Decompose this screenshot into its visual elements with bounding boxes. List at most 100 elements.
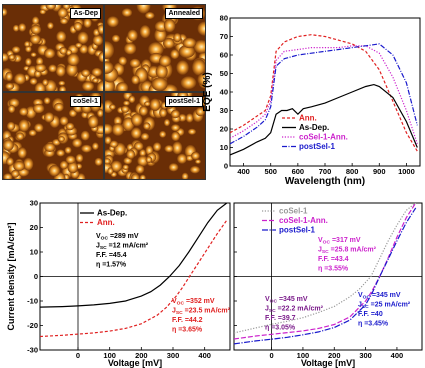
afm-grain xyxy=(65,122,75,131)
afm-grain xyxy=(195,107,205,117)
afm-grain xyxy=(178,44,195,58)
afm-grain xyxy=(181,172,189,179)
afm-grain xyxy=(67,53,80,67)
afm-grain xyxy=(170,49,180,60)
afm-grain xyxy=(126,149,135,160)
afm-grain xyxy=(72,138,83,148)
annotation-text: JSC =25 mA/cm² xyxy=(358,302,411,311)
afm-grain xyxy=(24,41,31,48)
afm-grain xyxy=(172,141,183,155)
y-tick-label: -20 xyxy=(27,321,38,330)
afm-tile-label: postSel-1 xyxy=(165,96,203,107)
x-tick-label: 200 xyxy=(135,351,148,360)
afm-grain xyxy=(197,21,205,36)
afm-grain xyxy=(44,142,56,152)
afm-grain xyxy=(110,160,123,172)
x-tick-label: 0 xyxy=(270,351,274,360)
afm-grain xyxy=(55,65,66,77)
afm-grain xyxy=(171,131,180,142)
series-line xyxy=(230,83,418,156)
afm-grain xyxy=(66,62,78,77)
afm-grain xyxy=(58,80,66,86)
series-line xyxy=(40,203,228,308)
afm-grain xyxy=(75,153,84,163)
afm-grain xyxy=(164,145,174,153)
afm-grain xyxy=(94,157,103,166)
x-tick-label: 500 xyxy=(264,167,277,176)
series-line xyxy=(230,34,418,152)
afm-grain xyxy=(56,31,67,43)
afm-grain xyxy=(163,37,175,49)
eqe-chart: 400 500 600 700 800 900 1000 0 10 20 30 40 50 60 70 80 W… xyxy=(202,14,421,187)
afm-grain xyxy=(57,7,68,19)
y-tick-label: 10 xyxy=(30,248,38,257)
afm-grain xyxy=(193,40,205,54)
afm-grain xyxy=(107,16,119,28)
afm-grain xyxy=(28,129,37,137)
afm-grain xyxy=(19,107,29,116)
afm-grain xyxy=(148,42,164,57)
afm-grain xyxy=(105,99,114,114)
y-tick-label: 0 xyxy=(224,162,228,171)
y-tick-label: 50 xyxy=(220,69,228,78)
annotation-text: VOC =352 mV xyxy=(172,298,215,307)
y-tick-label: -10 xyxy=(27,297,38,306)
afm-tile-label: Annealed xyxy=(165,8,203,19)
afm-grain xyxy=(105,61,114,74)
y-tick-label: 20 xyxy=(30,223,38,232)
x-axis-label: Voltage [mV] xyxy=(108,358,162,368)
annotation-text: JSC =23.5 mA/cm² xyxy=(172,308,231,317)
afm-grain xyxy=(48,165,61,177)
afm-grain xyxy=(173,33,182,43)
afm-grain xyxy=(185,113,194,123)
y-axis-label: Current density [mA/cm²] xyxy=(6,222,16,330)
afm-grain xyxy=(65,155,76,164)
afm-grain xyxy=(137,155,149,167)
legend-entry: coSel-1 xyxy=(279,207,308,216)
series-line xyxy=(230,43,418,145)
afm-tile: coSel-1 xyxy=(2,92,104,180)
afm-grain xyxy=(29,77,38,85)
afm-grain xyxy=(151,77,168,91)
annotation-text: η =3.05% xyxy=(265,325,296,332)
legend-entry: Ann. xyxy=(299,114,317,123)
afm-grain xyxy=(56,149,65,157)
y-tick-label: 40 xyxy=(220,88,228,97)
x-tick-label: 800 xyxy=(346,167,359,176)
afm-grain xyxy=(118,56,127,66)
afm-grain xyxy=(112,123,124,136)
afm-grain xyxy=(11,46,21,54)
afm-grain xyxy=(92,142,99,150)
annotation-text: F.F. =39.7 xyxy=(265,315,296,322)
afm-grain xyxy=(39,9,46,15)
afm-grain xyxy=(98,51,103,63)
afm-grain xyxy=(124,42,137,55)
afm-grain xyxy=(12,24,20,32)
afm-grain xyxy=(6,121,16,131)
afm-grain xyxy=(133,141,144,151)
afm-grain xyxy=(59,160,69,170)
afm-texture xyxy=(3,5,103,91)
afm-grain xyxy=(30,34,41,45)
y-axis-label: EQE (%) xyxy=(202,72,213,111)
y-tick-label: -30 xyxy=(27,346,38,355)
afm-grain xyxy=(191,151,200,160)
afm-grain xyxy=(44,112,55,123)
afm-grain xyxy=(16,132,25,141)
afm-grain xyxy=(122,164,129,170)
afm-grain xyxy=(111,34,120,43)
annotation-text: F.F. =40 xyxy=(358,311,383,318)
afm-grain xyxy=(145,156,153,164)
afm-grain xyxy=(131,75,140,85)
y-tick-label: 70 xyxy=(220,32,228,41)
afm-grain xyxy=(140,132,150,141)
afm-grain xyxy=(139,105,148,116)
afm-tile-label: coSel-1 xyxy=(70,96,101,107)
afm-grain xyxy=(152,142,162,152)
afm-grain xyxy=(58,136,65,142)
afm-grain xyxy=(176,60,189,75)
series-line xyxy=(40,219,228,338)
afm-grain xyxy=(59,17,69,25)
